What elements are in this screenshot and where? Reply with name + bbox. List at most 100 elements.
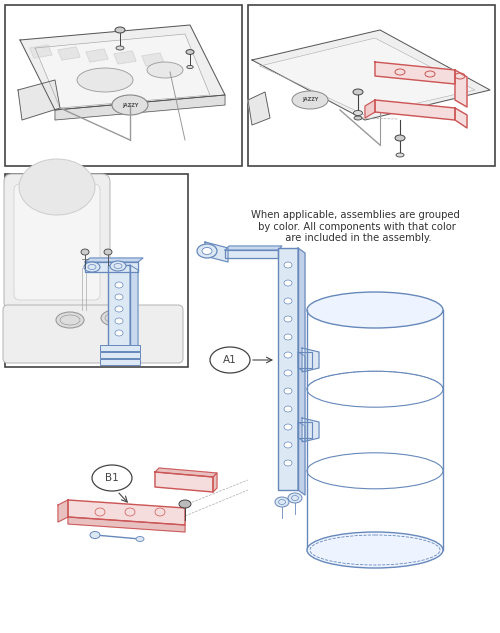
Polygon shape <box>58 47 80 60</box>
Bar <box>100 345 140 351</box>
Polygon shape <box>142 53 164 66</box>
Polygon shape <box>298 248 305 495</box>
Ellipse shape <box>186 49 194 54</box>
Ellipse shape <box>284 388 292 394</box>
Polygon shape <box>225 250 278 258</box>
Ellipse shape <box>115 294 123 300</box>
Polygon shape <box>298 422 305 442</box>
Polygon shape <box>68 517 185 532</box>
Bar <box>278 248 298 490</box>
Bar <box>5 174 188 367</box>
Polygon shape <box>298 352 305 372</box>
Polygon shape <box>20 25 225 110</box>
Polygon shape <box>85 262 138 272</box>
Ellipse shape <box>284 442 292 448</box>
Ellipse shape <box>136 537 144 541</box>
Ellipse shape <box>284 298 292 304</box>
Polygon shape <box>130 265 138 353</box>
Ellipse shape <box>284 424 292 430</box>
Polygon shape <box>298 352 312 368</box>
Ellipse shape <box>147 62 183 78</box>
Text: When applicable, assemblies are grouped
 by color. All components with that colo: When applicable, assemblies are grouped … <box>250 210 460 243</box>
Ellipse shape <box>396 153 404 157</box>
Ellipse shape <box>187 65 193 68</box>
Polygon shape <box>155 472 213 492</box>
Ellipse shape <box>275 497 289 507</box>
FancyBboxPatch shape <box>14 184 100 300</box>
Polygon shape <box>85 258 143 262</box>
Ellipse shape <box>19 159 95 215</box>
Ellipse shape <box>284 262 292 268</box>
Ellipse shape <box>284 370 292 376</box>
Polygon shape <box>18 80 60 120</box>
Ellipse shape <box>77 68 133 92</box>
Ellipse shape <box>116 46 124 50</box>
Ellipse shape <box>90 532 100 539</box>
Polygon shape <box>114 51 136 64</box>
Ellipse shape <box>284 316 292 322</box>
Polygon shape <box>365 100 375 118</box>
Bar <box>248 5 495 166</box>
Polygon shape <box>260 38 475 115</box>
Polygon shape <box>248 92 270 125</box>
Ellipse shape <box>56 312 84 328</box>
Ellipse shape <box>81 249 89 255</box>
Ellipse shape <box>307 532 443 568</box>
Ellipse shape <box>179 500 191 508</box>
Bar <box>108 265 130 348</box>
Ellipse shape <box>353 89 363 95</box>
Ellipse shape <box>110 261 126 271</box>
Ellipse shape <box>197 244 217 258</box>
Polygon shape <box>302 418 319 442</box>
Ellipse shape <box>292 91 328 109</box>
Ellipse shape <box>92 465 132 491</box>
Ellipse shape <box>115 318 123 324</box>
Ellipse shape <box>115 27 125 33</box>
Polygon shape <box>58 500 68 522</box>
Text: A1: A1 <box>223 355 237 365</box>
Bar <box>100 359 140 365</box>
Polygon shape <box>375 100 455 120</box>
Polygon shape <box>155 468 217 477</box>
Text: JAZZY: JAZZY <box>122 103 138 108</box>
Polygon shape <box>302 348 319 372</box>
Ellipse shape <box>288 493 302 503</box>
Ellipse shape <box>115 306 123 312</box>
Ellipse shape <box>101 310 129 326</box>
Polygon shape <box>298 422 312 438</box>
Polygon shape <box>455 70 467 107</box>
Ellipse shape <box>115 330 123 336</box>
FancyBboxPatch shape <box>3 305 183 363</box>
Polygon shape <box>30 45 52 58</box>
Ellipse shape <box>284 352 292 358</box>
Ellipse shape <box>395 135 405 141</box>
Polygon shape <box>213 473 217 492</box>
Polygon shape <box>35 34 210 108</box>
Polygon shape <box>205 242 228 262</box>
Polygon shape <box>86 49 108 62</box>
Ellipse shape <box>104 249 112 255</box>
Ellipse shape <box>354 116 362 120</box>
Ellipse shape <box>307 292 443 328</box>
Text: JAZZY: JAZZY <box>302 97 318 103</box>
Polygon shape <box>225 246 282 250</box>
Ellipse shape <box>284 406 292 412</box>
Ellipse shape <box>115 282 123 288</box>
Text: B1: B1 <box>105 473 119 483</box>
Polygon shape <box>375 62 455 84</box>
Polygon shape <box>55 95 225 120</box>
Ellipse shape <box>284 460 292 466</box>
Polygon shape <box>252 30 490 120</box>
Ellipse shape <box>284 334 292 340</box>
Ellipse shape <box>84 262 100 272</box>
FancyBboxPatch shape <box>4 174 110 310</box>
Polygon shape <box>68 500 185 525</box>
Bar <box>100 352 140 358</box>
Ellipse shape <box>202 248 212 254</box>
Ellipse shape <box>210 347 250 373</box>
Polygon shape <box>455 108 467 128</box>
Ellipse shape <box>284 280 292 286</box>
Bar <box>5 5 242 166</box>
Ellipse shape <box>354 111 362 115</box>
Ellipse shape <box>112 95 148 115</box>
